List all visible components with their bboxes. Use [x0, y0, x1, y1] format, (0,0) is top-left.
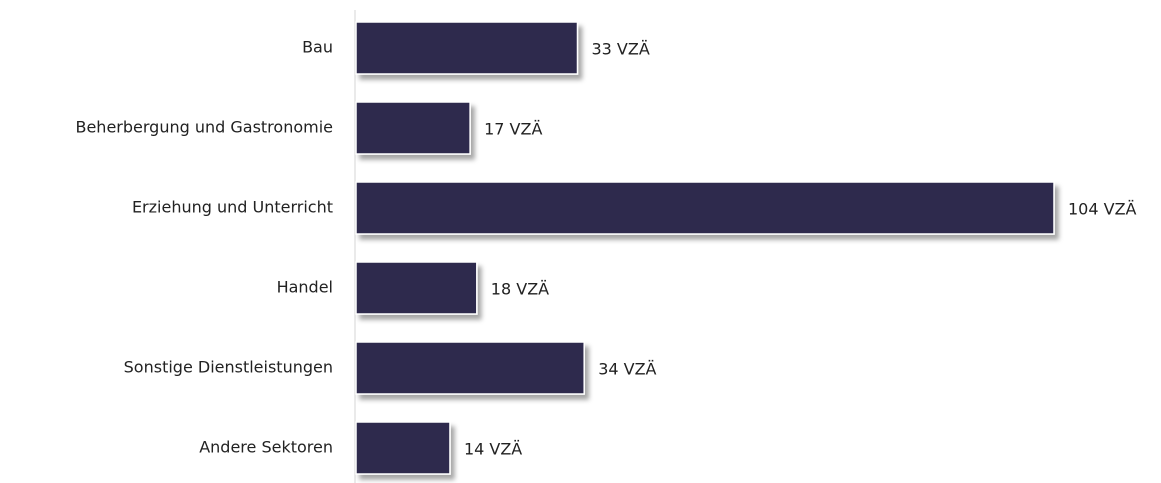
bar — [355, 421, 451, 475]
value-label: 34 VZÄ — [598, 360, 656, 379]
value-label: 104 VZÄ — [1068, 200, 1137, 219]
bar — [355, 261, 478, 315]
y-tick-label: Erziehung und Unterricht — [132, 198, 333, 217]
y-tick-label: Beherbergung und Gastronomie — [75, 118, 333, 137]
value-label: 17 VZÄ — [484, 120, 542, 139]
value-label: 14 VZÄ — [464, 440, 522, 459]
y-tick-label: Sonstige Dienstleistungen — [124, 358, 333, 377]
bar — [355, 21, 579, 75]
value-label: 33 VZÄ — [591, 40, 649, 59]
bar — [355, 101, 471, 155]
y-tick-label: Bau — [302, 38, 333, 57]
bar — [355, 341, 585, 395]
bar — [355, 181, 1055, 235]
y-tick-label: Handel — [277, 278, 333, 297]
value-label: 18 VZÄ — [491, 280, 549, 299]
y-tick-label: Andere Sektoren — [199, 438, 333, 457]
